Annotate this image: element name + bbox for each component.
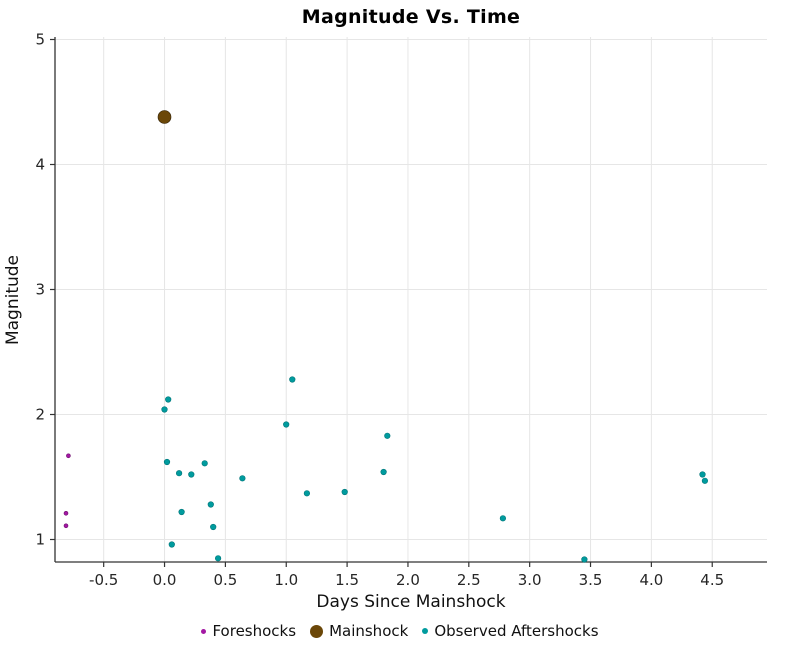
- legend-item-foreshocks: Foreshocks: [201, 622, 296, 640]
- x-axis-label: Days Since Mainshock: [316, 592, 506, 612]
- svg-text:3: 3: [35, 281, 45, 299]
- svg-text:4.5: 4.5: [700, 571, 724, 589]
- svg-text:0.0: 0.0: [153, 571, 177, 589]
- svg-text:3.5: 3.5: [579, 571, 603, 589]
- svg-text:2: 2: [35, 406, 45, 424]
- svg-text:1: 1: [35, 531, 45, 549]
- svg-text:2.0: 2.0: [396, 571, 420, 589]
- legend-item-aftershocks: Observed Aftershocks: [422, 622, 599, 640]
- svg-text:3.0: 3.0: [518, 571, 542, 589]
- foreshocks-marker-icon: [201, 628, 207, 634]
- mainshock-marker-icon: [310, 624, 324, 638]
- legend-label-foreshocks: Foreshocks: [212, 622, 297, 640]
- svg-text:5: 5: [35, 31, 45, 49]
- svg-text:2.5: 2.5: [457, 571, 481, 589]
- svg-text:4: 4: [35, 156, 45, 174]
- legend-label-mainshock: Mainshock: [329, 622, 409, 640]
- svg-text:-0.5: -0.5: [89, 571, 118, 589]
- legend-label-aftershocks: Observed Aftershocks: [434, 622, 599, 640]
- legend: Foreshocks Mainshock Observed Aftershock…: [0, 622, 800, 640]
- svg-text:1.5: 1.5: [335, 571, 359, 589]
- y-axis-label: Magnitude: [3, 254, 23, 346]
- aftershocks-marker-icon: [422, 628, 429, 634]
- legend-item-mainshock: Mainshock: [310, 622, 408, 640]
- svg-text:0.5: 0.5: [213, 571, 237, 589]
- svg-text:4.0: 4.0: [639, 571, 663, 589]
- svg-text:1.0: 1.0: [274, 571, 298, 589]
- chart-title: Magnitude Vs. Time: [301, 6, 521, 28]
